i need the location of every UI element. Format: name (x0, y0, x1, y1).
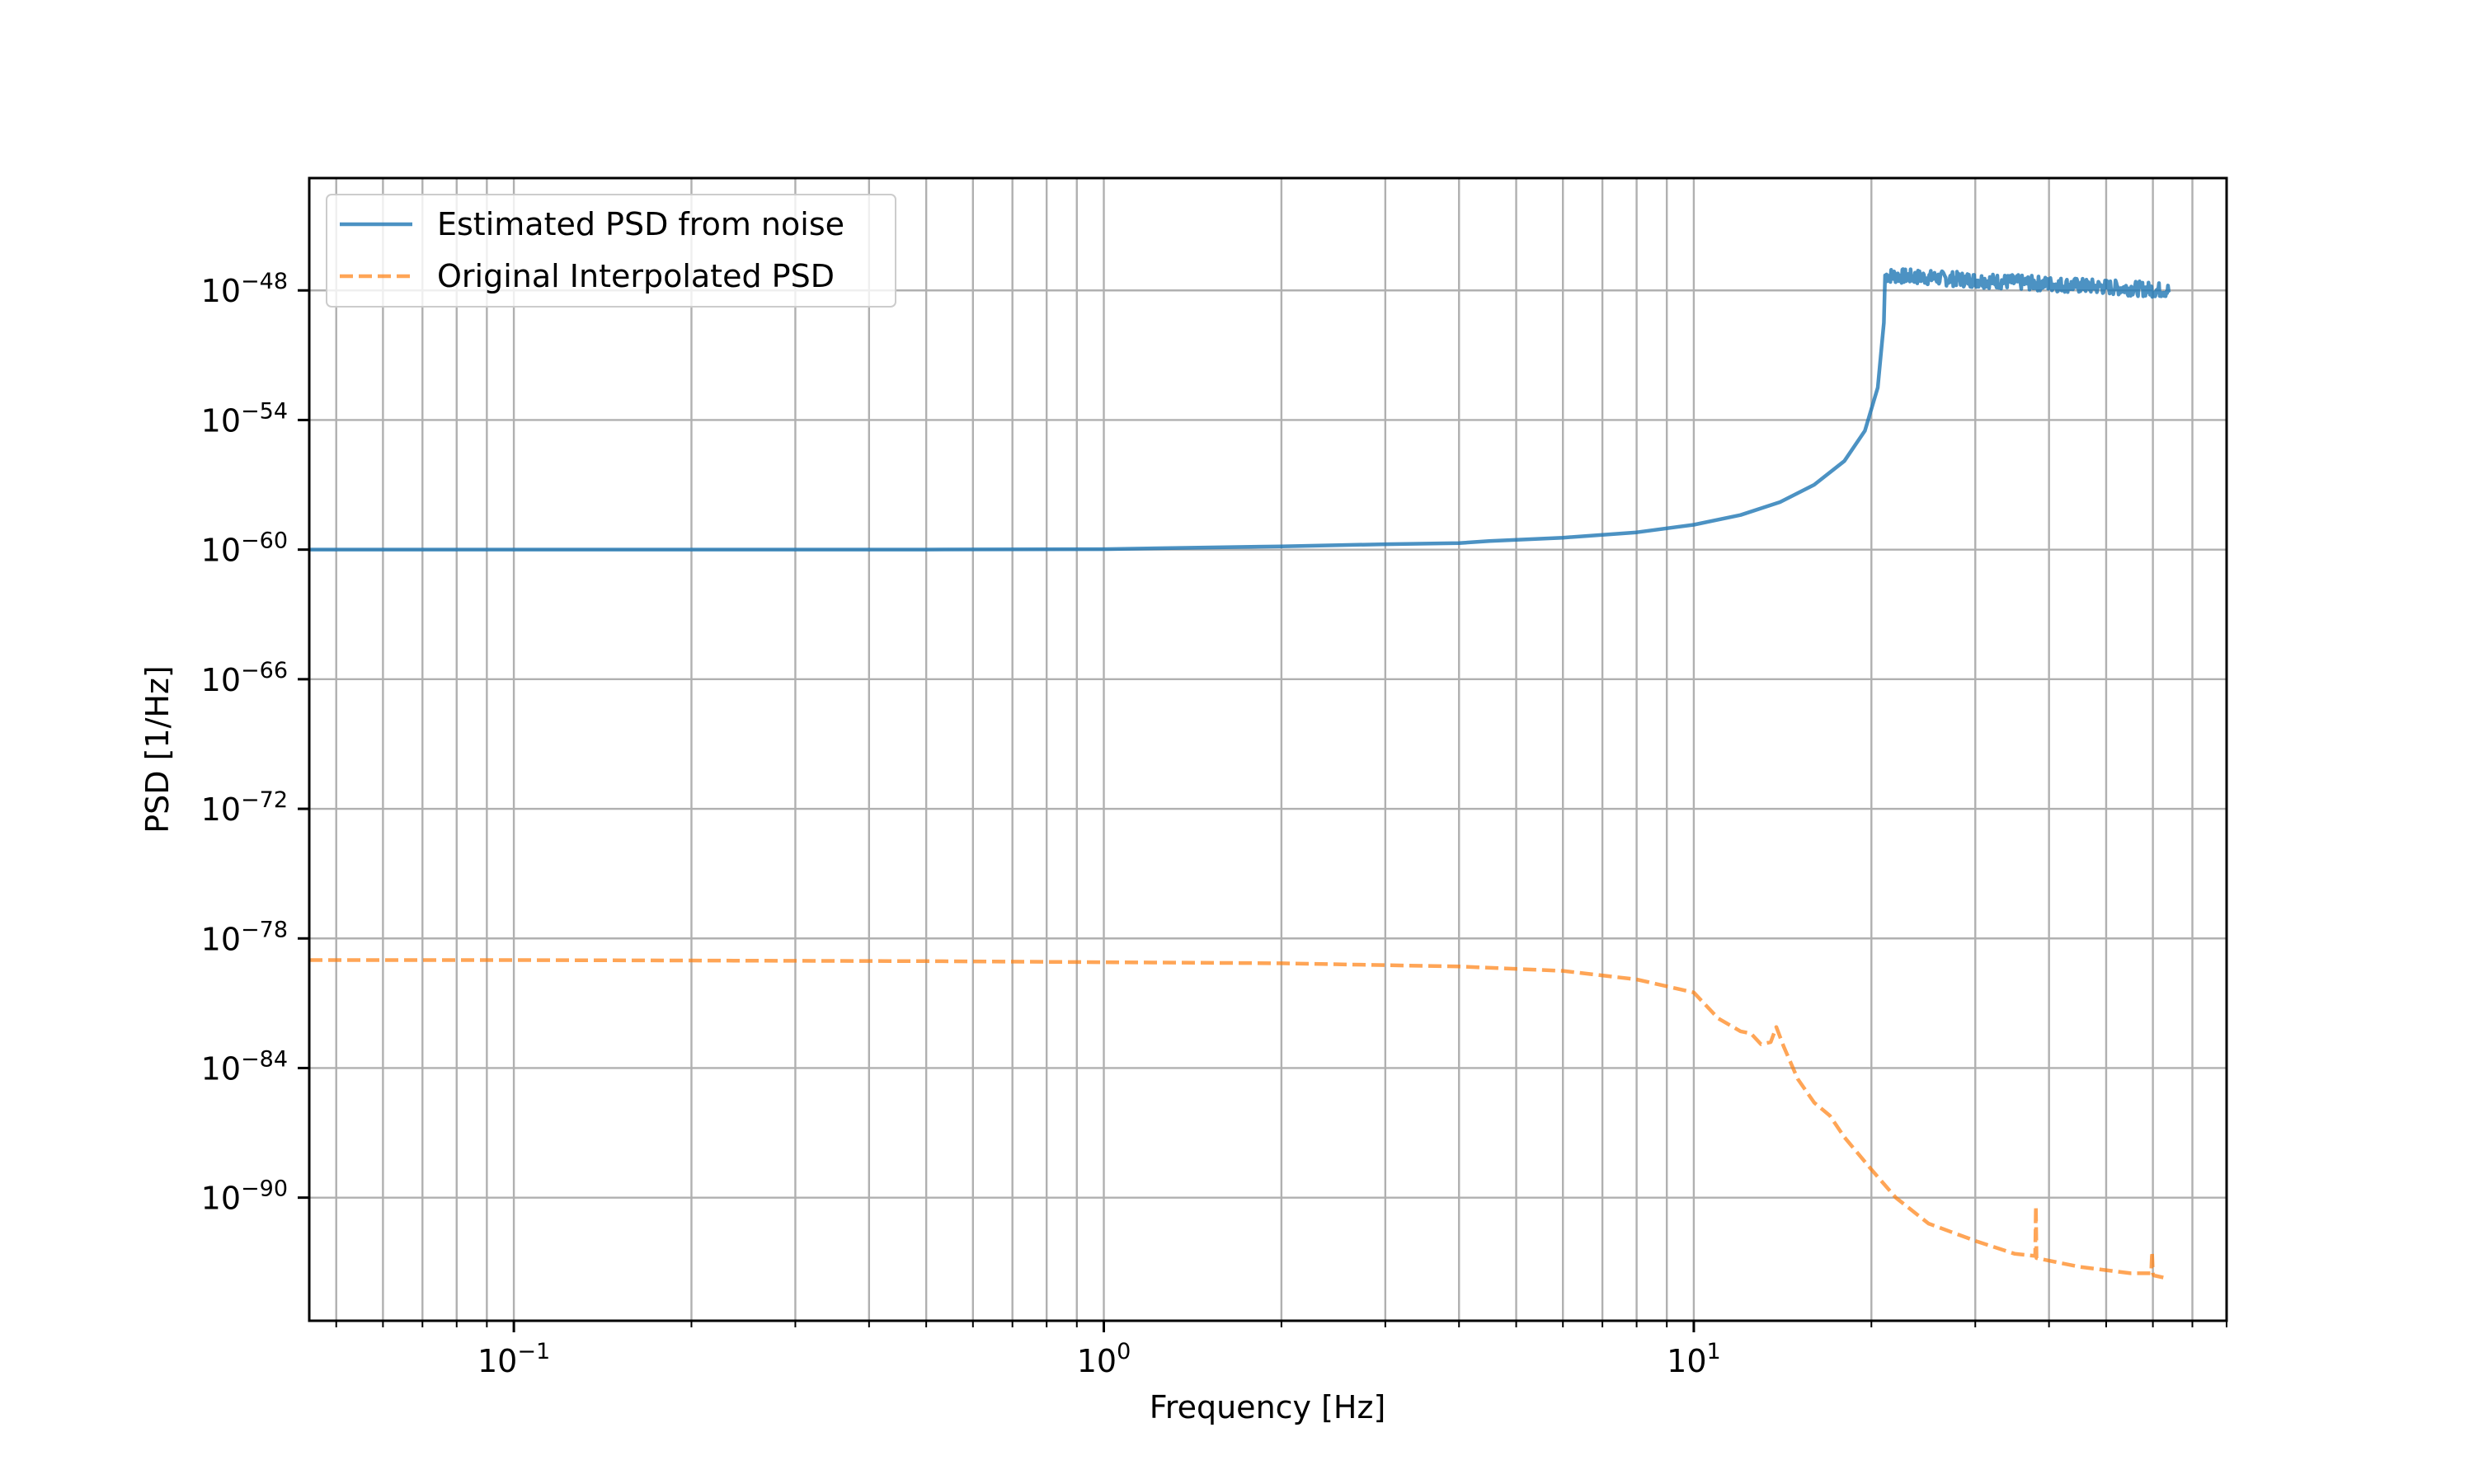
series-line-estimated-psd (309, 267, 2171, 552)
legend: Estimated PSD from noise Original Interp… (326, 194, 896, 308)
y-tick-label: 10−78 (201, 917, 288, 957)
legend-label-original: Original Interpolated PSD (437, 258, 835, 294)
y-tick-label: 10−90 (201, 1176, 288, 1217)
x-axis-title: Frequency [Hz] (1150, 1389, 1386, 1425)
axis-ticks: 10−1 100 101 10−48 10−54 10−60 10−66 10−72 10−78… (201, 269, 2227, 1379)
x-tick-label: 100 (1077, 1339, 1131, 1379)
y-tick-label: 10−48 (201, 269, 288, 309)
x-tick-label: 10−1 (477, 1339, 550, 1379)
x-tick-label: 101 (1667, 1339, 1721, 1379)
grid-lines (309, 178, 2227, 1321)
y-tick-label: 10−66 (201, 658, 288, 698)
plot-frame (308, 176, 2228, 1322)
y-tick-label: 10−72 (201, 787, 288, 828)
legend-label-estimated: Estimated PSD from noise (437, 206, 844, 242)
y-tick-label: 10−60 (201, 528, 288, 569)
y-tick-label: 10−84 (201, 1046, 288, 1087)
y-tick-label: 10−54 (201, 398, 288, 439)
plot-series (309, 267, 2171, 1280)
series-line-original-psd (309, 958, 2164, 1280)
legend-box (326, 194, 896, 308)
y-axis-title: PSD [1/Hz] (139, 665, 176, 834)
